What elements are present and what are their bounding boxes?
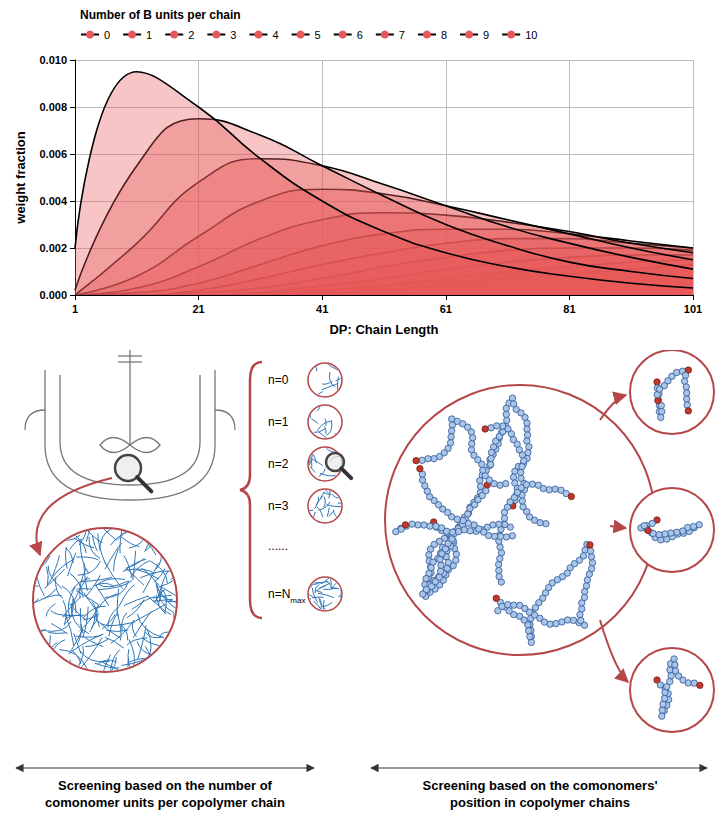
svg-text:0.010: 0.010 (39, 54, 67, 66)
svg-text:7: 7 (399, 29, 405, 41)
svg-text:5: 5 (315, 29, 321, 41)
svg-text:comonomer units per copolymer: comonomer units per copolymer chain (45, 795, 285, 810)
svg-text:n=1: n=1 (268, 415, 289, 429)
svg-text:21: 21 (192, 303, 204, 315)
svg-text:0.006: 0.006 (39, 148, 67, 160)
svg-text:Screening based on the comonom: Screening based on the comonomers' (423, 778, 658, 793)
svg-text:0: 0 (104, 29, 110, 41)
svg-text:0.004: 0.004 (39, 195, 67, 207)
svg-text:61: 61 (440, 303, 452, 315)
svg-text:n=3: n=3 (268, 499, 289, 513)
svg-text:n=Nmax: n=Nmax (268, 587, 305, 605)
svg-text:1: 1 (146, 29, 152, 41)
svg-text:41: 41 (316, 303, 328, 315)
svg-text:1: 1 (72, 303, 78, 315)
svg-text:9: 9 (483, 29, 489, 41)
svg-text:DP: Chain Length: DP: Chain Length (329, 322, 438, 337)
svg-text:0.008: 0.008 (39, 101, 67, 113)
svg-text:81: 81 (563, 303, 575, 315)
svg-text:Screening based on the number: Screening based on the number of (58, 778, 272, 793)
svg-text:4: 4 (272, 29, 278, 41)
svg-text:position in copolymer chains: position in copolymer chains (450, 795, 630, 810)
svg-text:6: 6 (357, 29, 363, 41)
svg-text:weight fraction: weight fraction (13, 131, 28, 225)
svg-text:101: 101 (684, 303, 702, 315)
svg-text:3: 3 (230, 29, 236, 41)
svg-text:8: 8 (441, 29, 447, 41)
svg-text:n=0: n=0 (268, 373, 289, 387)
svg-text:0.002: 0.002 (39, 242, 67, 254)
svg-text:......: ...... (268, 539, 288, 553)
svg-text:n=2: n=2 (268, 457, 289, 471)
svg-text:0.000: 0.000 (39, 289, 67, 301)
svg-text:2: 2 (188, 29, 194, 41)
svg-text:10: 10 (525, 29, 537, 41)
svg-text:Number of B units per chain: Number of B units per chain (80, 8, 241, 22)
